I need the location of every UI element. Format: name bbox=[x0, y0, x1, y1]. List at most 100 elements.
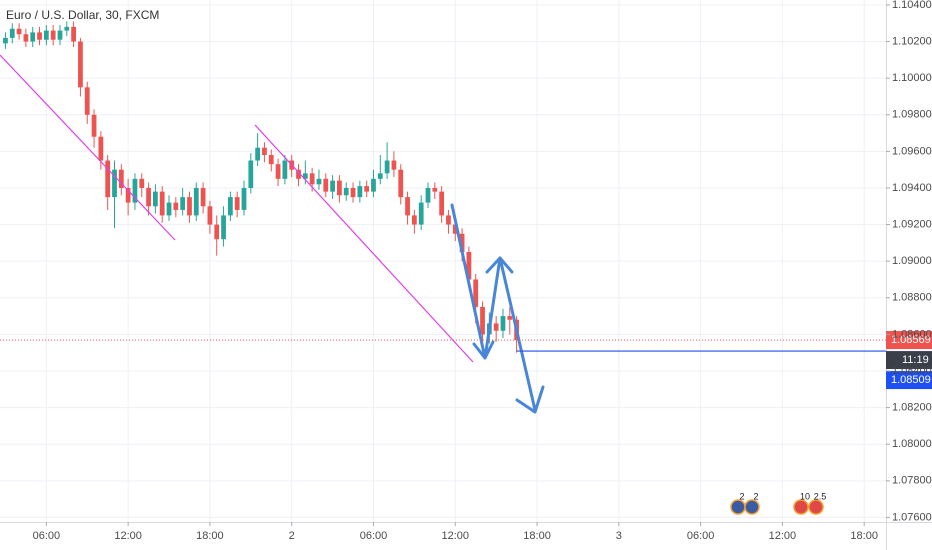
candle-body bbox=[459, 233, 465, 253]
candle-body bbox=[398, 169, 404, 198]
candle-body bbox=[207, 206, 213, 225]
chart-title: Euro / U.S. Dollar, 30, FXCM bbox=[6, 8, 159, 22]
y-tick-label: 1.10200 bbox=[892, 35, 932, 47]
last-price-label: 1.08569 bbox=[891, 334, 931, 346]
countdown-box bbox=[886, 351, 932, 370]
candle-body bbox=[159, 191, 165, 216]
x-tick-label: 06:00 bbox=[33, 530, 61, 542]
x-tick-label: 18:00 bbox=[523, 530, 551, 542]
x-tick-label: 2 bbox=[289, 530, 295, 542]
candle-body bbox=[432, 187, 438, 192]
candle-body bbox=[275, 164, 281, 179]
candle-body bbox=[364, 186, 370, 192]
candle-body bbox=[64, 26, 70, 31]
candle-body bbox=[425, 187, 431, 203]
candle-body bbox=[268, 155, 274, 165]
candle-body bbox=[78, 41, 83, 88]
x-tick-label: 3 bbox=[616, 530, 622, 542]
event-icon bbox=[744, 499, 760, 515]
y-tick-label: 1.09200 bbox=[892, 218, 932, 230]
candle-body bbox=[200, 187, 206, 207]
candle-body bbox=[43, 30, 49, 40]
candle-body bbox=[493, 323, 499, 331]
candle-body bbox=[23, 34, 29, 42]
candle-body bbox=[452, 224, 458, 234]
candle-body bbox=[262, 147, 267, 156]
candle-body bbox=[309, 173, 315, 185]
candle-body bbox=[98, 136, 104, 161]
candle-body bbox=[105, 160, 111, 198]
candle-body bbox=[187, 197, 192, 216]
candle-body bbox=[214, 224, 220, 240]
candle-body bbox=[166, 202, 172, 216]
candle-body bbox=[337, 180, 342, 196]
candle-body bbox=[302, 173, 308, 179]
candle-body bbox=[180, 197, 186, 210]
candle-body bbox=[9, 28, 15, 38]
candle-body bbox=[221, 215, 226, 240]
arrow-path[interactable] bbox=[450, 203, 545, 414]
event-label: 2.5 bbox=[814, 491, 827, 501]
trend-line[interactable] bbox=[254, 124, 474, 363]
event-label: 10 bbox=[800, 491, 810, 501]
candle-body bbox=[50, 30, 56, 40]
x-tick-label: 06:00 bbox=[360, 530, 388, 542]
candle-body bbox=[91, 114, 97, 137]
event-label: 2 bbox=[753, 491, 758, 501]
candle-body bbox=[132, 178, 138, 203]
last-price-box bbox=[886, 331, 932, 350]
candle-body bbox=[146, 187, 151, 207]
candle-body bbox=[316, 178, 322, 185]
countdown-label: 11:19 bbox=[902, 354, 929, 366]
x-tick-label: 12:00 bbox=[442, 530, 470, 542]
candle-body bbox=[439, 191, 445, 216]
candle-body bbox=[343, 187, 349, 196]
candle-body bbox=[241, 187, 247, 210]
candle-body bbox=[411, 215, 417, 225]
y-tick-label: 1.08000 bbox=[892, 438, 932, 450]
candle-body bbox=[377, 173, 383, 179]
event-icon bbox=[793, 499, 809, 515]
candle-body bbox=[112, 169, 117, 198]
x-tick-label: 12:00 bbox=[769, 530, 797, 542]
event-icon bbox=[808, 499, 824, 515]
y-tick-label: 1.10400 bbox=[892, 0, 932, 11]
candle-body bbox=[446, 215, 451, 225]
candle-body bbox=[139, 178, 145, 188]
y-tick-label: 1.08400 bbox=[892, 365, 932, 377]
candle-body bbox=[357, 186, 363, 198]
y-tick-label: 1.09000 bbox=[892, 255, 932, 267]
event-icon bbox=[730, 499, 746, 515]
candle-body bbox=[371, 178, 376, 192]
candle-body bbox=[118, 169, 124, 188]
candle-body bbox=[3, 37, 8, 44]
candle-body bbox=[37, 32, 42, 40]
x-tick-label: 12:00 bbox=[114, 530, 142, 542]
candle-body bbox=[153, 191, 158, 207]
candle-body bbox=[296, 169, 301, 179]
x-tick-label: 18:00 bbox=[850, 530, 878, 542]
y-tick-label: 1.10000 bbox=[892, 72, 932, 84]
candle-body bbox=[418, 202, 424, 225]
candle-body bbox=[405, 197, 410, 216]
y-tick-label: 1.08200 bbox=[892, 402, 932, 414]
y-tick-label: 1.08600 bbox=[892, 328, 932, 340]
grid bbox=[0, 0, 886, 522]
candle-body bbox=[500, 316, 506, 331]
candle-body bbox=[255, 147, 261, 161]
trend-line[interactable] bbox=[0, 54, 176, 241]
y-tick-label: 1.09600 bbox=[892, 145, 932, 157]
y-tick-label: 1.07600 bbox=[892, 511, 932, 523]
candle-body bbox=[473, 279, 479, 307]
level-box bbox=[886, 371, 932, 390]
y-tick-label: 1.08800 bbox=[892, 292, 932, 304]
candle-body bbox=[480, 306, 485, 335]
candle-body bbox=[350, 187, 356, 198]
candle-body bbox=[282, 160, 288, 179]
y-tick-label: 1.07800 bbox=[892, 475, 932, 487]
overlay: 1.08569 11:19 1.08509 2 2 10 2.5 bbox=[0, 331, 932, 515]
y-tick-label: 1.09800 bbox=[892, 109, 932, 121]
level-label: 1.08509 bbox=[891, 374, 931, 386]
